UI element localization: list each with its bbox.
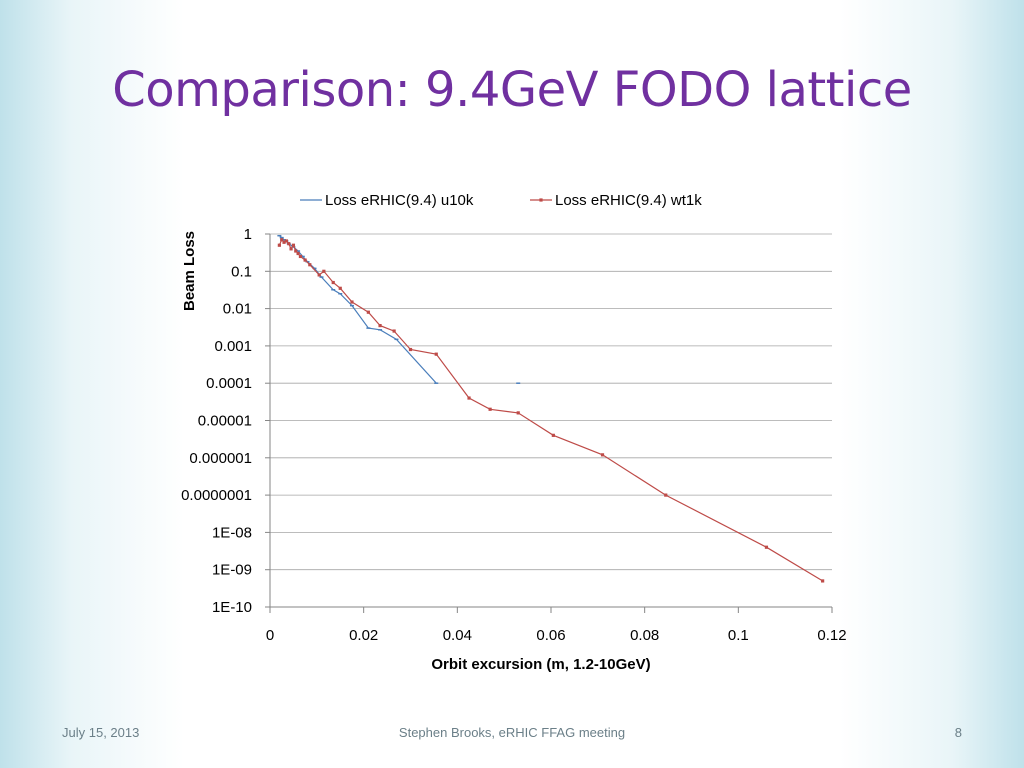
y-tick-label: 0.0000001	[181, 487, 252, 504]
data-point	[350, 300, 354, 304]
data-point	[277, 243, 281, 247]
x-tick-label: 0.1	[728, 627, 749, 644]
data-point	[467, 396, 471, 400]
y-tick-label: 0.01	[223, 301, 252, 318]
data-point	[280, 238, 284, 242]
data-point	[282, 240, 286, 244]
y-tick-label: 0.00001	[198, 413, 252, 430]
data-point	[287, 242, 291, 246]
y-axis-title: Beam Loss	[181, 231, 198, 311]
y-tick-label: 1E-10	[212, 599, 252, 616]
x-tick-label: 0.02	[349, 627, 378, 644]
data-point	[296, 251, 300, 256]
data-point	[488, 407, 492, 411]
x-tick-label: 0.12	[817, 627, 846, 644]
y-tick-label: 1E-08	[212, 524, 252, 541]
footer-date: July 15, 2013	[62, 725, 140, 740]
legend-label: Loss eRHIC(9.4) u10k	[325, 192, 474, 209]
footer-presenter: Stephen Brooks, eRHIC FFAG meeting	[398, 725, 626, 740]
data-point	[289, 247, 293, 251]
x-axis-title: Orbit excursion (m, 1.2-10GeV)	[431, 656, 650, 673]
data-point	[600, 453, 605, 457]
y-tick-label: 1	[244, 226, 252, 243]
data-point	[303, 258, 307, 262]
data-point	[378, 324, 382, 328]
data-point	[331, 280, 335, 285]
x-tick-label: 0	[266, 627, 274, 644]
y-tick-label: 0.000001	[189, 450, 252, 467]
data-point	[664, 493, 668, 497]
y-tick-label: 0.001	[214, 338, 252, 355]
data-point	[434, 352, 438, 356]
data-point	[291, 243, 296, 247]
data-point	[308, 263, 312, 267]
data-point	[298, 254, 303, 259]
legend-label: Loss eRHIC(9.4) wt1k	[555, 192, 702, 209]
y-tick-label: 0.1	[231, 263, 252, 280]
data-point	[392, 329, 396, 333]
data-point	[338, 286, 342, 290]
x-tick-label: 0.04	[443, 627, 472, 644]
page-number: 8	[954, 725, 962, 740]
series-2	[277, 238, 825, 583]
x-tick-label: 0.06	[536, 627, 565, 644]
data-point	[764, 545, 769, 549]
x-tick-label: 0.08	[630, 627, 659, 644]
data-point	[317, 273, 321, 277]
data-point	[551, 433, 555, 437]
y-tick-label: 0.0001	[206, 375, 252, 392]
y-tick-label: 1E-09	[212, 562, 252, 579]
data-point	[516, 411, 520, 415]
data-point	[294, 249, 298, 253]
legend-marker	[539, 198, 543, 202]
data-point	[284, 239, 288, 243]
data-point	[821, 579, 825, 583]
series-line	[278, 238, 823, 582]
data-point	[366, 310, 370, 314]
slide-title: Comparison: 9.4GeV FODO lattice	[112, 62, 912, 118]
data-point	[322, 269, 326, 273]
data-point	[408, 347, 413, 352]
